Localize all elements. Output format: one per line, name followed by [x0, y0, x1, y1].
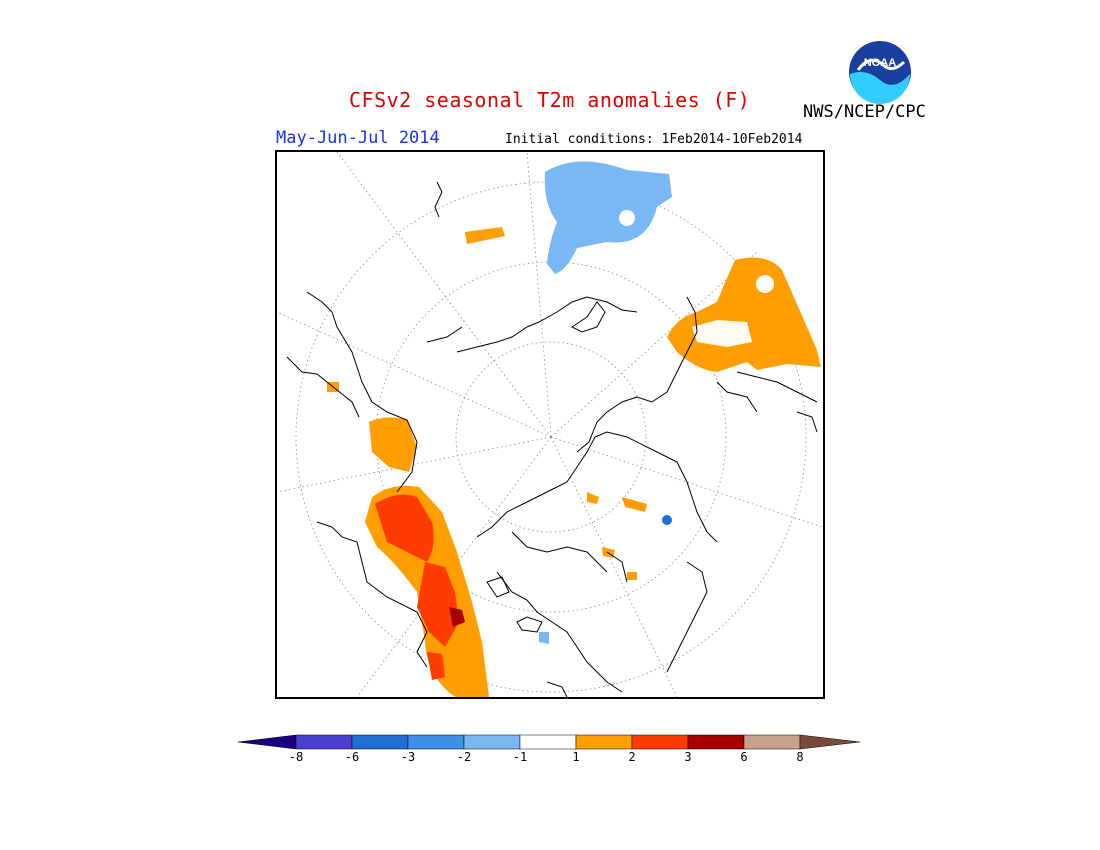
colorbar-label: -8	[288, 750, 304, 764]
season-label: May-Jun-Jul 2014	[276, 128, 440, 148]
map-graticule	[277, 152, 823, 697]
colorbar-label: -1	[512, 750, 528, 764]
colorbar-label: 2	[628, 750, 636, 764]
anomaly-region-bc-coast	[449, 607, 465, 627]
noaa-logo-icon: NOAA	[849, 41, 911, 104]
polar-map	[275, 150, 825, 699]
colorbar-label: -6	[344, 750, 360, 764]
anomaly-region-pacific-northwest	[369, 417, 417, 472]
coastlines	[286, 181, 818, 697]
anomaly-region-northern-europe	[667, 257, 821, 372]
anomaly-region-central-asia	[662, 515, 672, 525]
colorbar-label: 1	[572, 750, 580, 764]
colorbar-label: -2	[456, 750, 472, 764]
anomaly-region-western-siberia	[465, 227, 505, 244]
colorbar-label: 3	[684, 750, 692, 764]
logo-text: NOAA	[864, 57, 896, 69]
agency-label: NWS/NCEP/CPC	[803, 102, 926, 122]
colorbar-label: 8	[796, 750, 804, 764]
anomaly-region-russian-far-east	[544, 161, 672, 274]
initial-conditions-label: Initial conditions: 1Feb2014-10Feb2014	[505, 132, 803, 147]
anomaly-shading	[327, 161, 821, 697]
chart-title: CFSv2 seasonal T2m anomalies (F)	[349, 88, 751, 112]
colorbar	[238, 734, 861, 750]
colorbar-label: -3	[400, 750, 416, 764]
colorbar-label: 6	[740, 750, 748, 764]
